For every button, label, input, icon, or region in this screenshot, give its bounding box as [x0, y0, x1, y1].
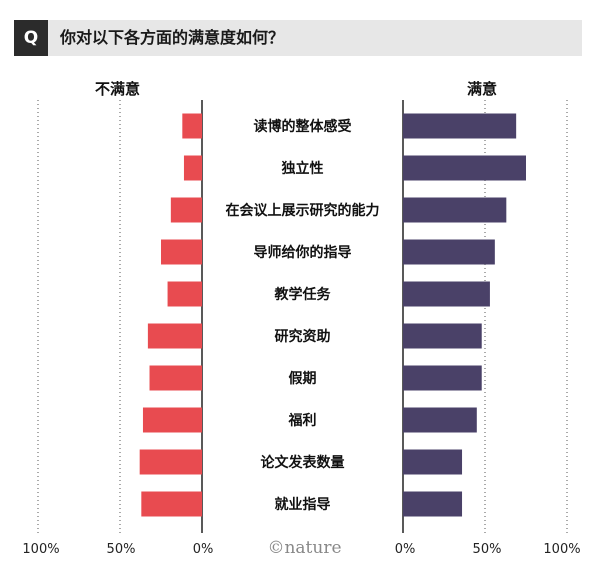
question-badge: Q — [14, 20, 48, 56]
category-label-4: 教学任务 — [275, 286, 332, 303]
category-label-5: 研究资助 — [275, 328, 331, 345]
category-label-8: 论文发表数量 — [261, 454, 345, 471]
category-label-3: 导师给你的指导 — [254, 244, 352, 261]
bar-satisfied-5 — [403, 323, 482, 349]
right-tick-label-0: 0% — [395, 542, 416, 557]
category-label-2: 在会议上展示研究的能力 — [226, 202, 380, 219]
bar-dissatisfied-8 — [139, 449, 202, 475]
category-label-1: 独立性 — [282, 160, 324, 177]
bar-satisfied-2 — [403, 197, 507, 223]
bar-dissatisfied-1 — [183, 155, 202, 181]
bar-dissatisfied-0 — [182, 113, 202, 139]
bar-dissatisfied-5 — [147, 323, 202, 349]
bar-dissatisfied-2 — [170, 197, 202, 223]
bar-satisfied-6 — [403, 365, 482, 391]
bar-dissatisfied-6 — [149, 365, 202, 391]
bar-satisfied-8 — [403, 449, 463, 475]
category-label-9: 就业指导 — [275, 496, 331, 513]
bar-satisfied-7 — [403, 407, 477, 433]
bar-satisfied-0 — [403, 113, 517, 139]
left-tick-label-1: 50% — [107, 542, 136, 557]
credit-label: ©nature — [267, 538, 341, 558]
left-tick-label-2: 0% — [193, 542, 214, 557]
left-header: 不满意 — [95, 80, 141, 98]
bar-dissatisfied-9 — [141, 491, 202, 517]
bar-dissatisfied-4 — [167, 281, 202, 307]
right-tick-label-2: 100% — [543, 542, 580, 557]
left-tick-label-0: 100% — [22, 542, 59, 557]
right-tick-label-1: 50% — [473, 542, 502, 557]
bar-dissatisfied-3 — [161, 239, 202, 265]
right-header: 满意 — [467, 80, 498, 98]
category-label-6: 假期 — [289, 370, 317, 387]
question-text: 你对以下各方面的满意度如何？ — [60, 28, 285, 47]
bar-satisfied-4 — [403, 281, 490, 307]
bar-dissatisfied-7 — [142, 407, 202, 433]
bar-satisfied-3 — [403, 239, 495, 265]
category-label-0: 读博的整体感受 — [254, 118, 352, 135]
question-banner: Q 你对以下各方面的满意度如何？ — [14, 20, 582, 56]
bar-satisfied-9 — [403, 491, 463, 517]
bar-satisfied-1 — [403, 155, 526, 181]
category-label-7: 福利 — [288, 412, 317, 429]
